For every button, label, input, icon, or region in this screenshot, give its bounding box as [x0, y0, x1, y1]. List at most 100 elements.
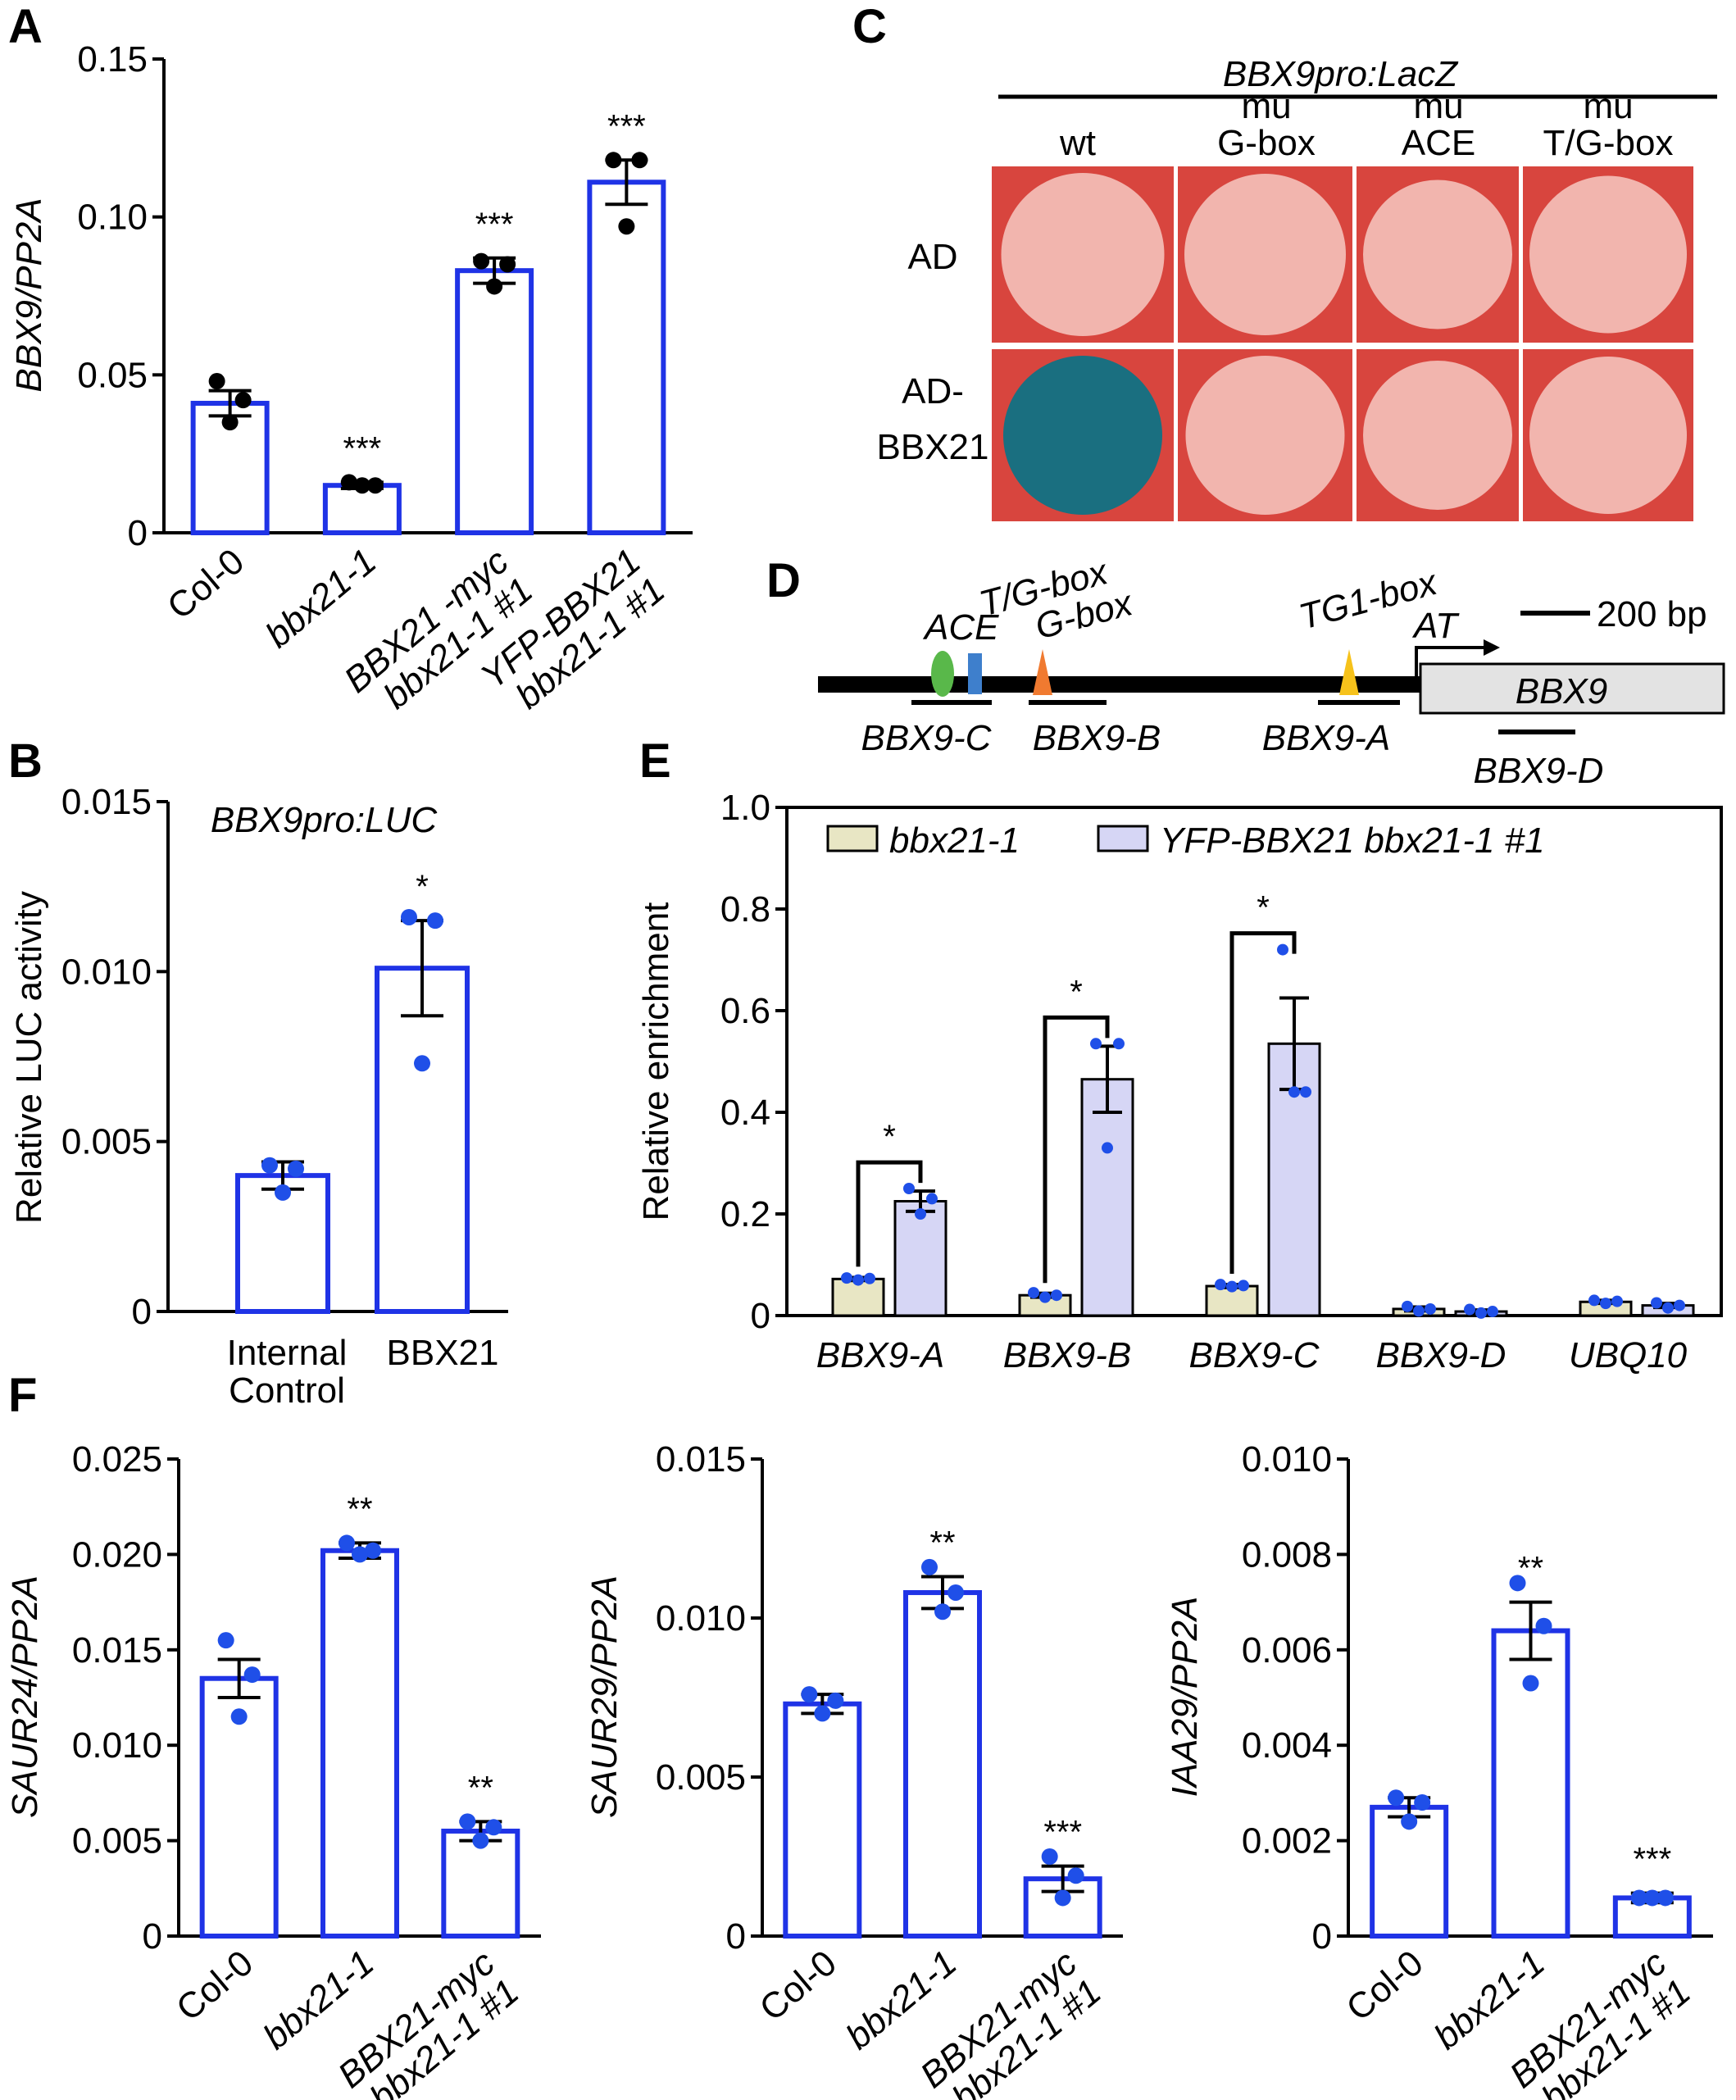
promoter-diagram: BBX9 AT 200 bp ACE T/G-box G-box TG1-box… [818, 552, 1725, 791]
y-tick-label: 0 [726, 1916, 746, 1957]
column-label: mu [1241, 86, 1291, 126]
data-point [486, 278, 503, 295]
x-tick-label: Internal [227, 1333, 348, 1373]
colony-spot [1529, 357, 1687, 514]
significance-label: ** [1518, 1551, 1543, 1587]
ace-label: ACE [922, 607, 999, 648]
data-point [1041, 1848, 1058, 1865]
data-point [1522, 1675, 1539, 1692]
y-tick-label: 0.015 [72, 1630, 162, 1670]
y-tick-label: 0.004 [1242, 1725, 1332, 1766]
data-point [852, 1274, 864, 1286]
data-point [459, 1813, 476, 1830]
x-tick-label: Col-0 [160, 541, 252, 627]
y-tick-label: 0.6 [720, 991, 770, 1031]
bar [199, 1675, 279, 1939]
data-point [1054, 1889, 1071, 1907]
data-point [915, 1208, 926, 1220]
data-point [234, 392, 252, 409]
data-point [921, 1558, 938, 1575]
colony-spot [1184, 174, 1346, 335]
y-tick-label: 0.015 [61, 782, 152, 822]
x-tick-line: Col-0 [160, 541, 252, 627]
y-axis-label: BBX9/PP2A [9, 198, 49, 392]
data-point [414, 1055, 430, 1072]
tg1-box-marker [1339, 649, 1359, 695]
bbx9-gene-box [1419, 662, 1725, 715]
x-tick-label: BBX9-C [1189, 1335, 1320, 1375]
data-point [339, 1534, 355, 1552]
data-point [208, 373, 225, 390]
y-tick-label: 0.010 [72, 1725, 162, 1766]
arrow-head-icon [1484, 639, 1500, 656]
significance-label: ** [347, 1491, 372, 1527]
panel-label-b: B [8, 734, 43, 788]
transcription-start-arrow [1415, 646, 1492, 676]
y-tick-label: 0 [751, 1296, 770, 1336]
y-tick-label: 0.4 [720, 1093, 770, 1133]
data-point [353, 477, 370, 494]
y-tick-label: 0.05 [77, 355, 148, 395]
data-point [1509, 1575, 1526, 1592]
significance-label: ** [468, 1770, 493, 1806]
legend-label: bbx21-1 [889, 820, 1020, 861]
data-point [261, 1157, 278, 1174]
y-axis-label: Relative enrichment [636, 902, 676, 1221]
ace-marker [931, 651, 954, 697]
data-point [1277, 943, 1288, 956]
x-tick-label: BBX9-A [816, 1335, 945, 1375]
column-label: wt [1059, 123, 1096, 163]
data-point [1600, 1298, 1611, 1310]
data-point [401, 908, 417, 925]
colony-spot [1001, 173, 1165, 336]
data-point [275, 1184, 291, 1201]
panel-label-e: E [639, 734, 671, 788]
data-point [473, 252, 490, 270]
data-point [1611, 1295, 1623, 1307]
x-tick-label: Col-0 [1339, 1943, 1431, 2029]
data-point [230, 1708, 248, 1725]
colony-spot [1185, 356, 1345, 515]
chart-f3: 0 0.002 0.004 0.006 0.008 0.010 IAA29/PP2A Col-… [1165, 1439, 1713, 2100]
data-point [1051, 1289, 1062, 1302]
column-label: mu [1413, 86, 1463, 126]
x-tick-label: UBQ10 [1569, 1335, 1688, 1375]
data-point [365, 1542, 381, 1559]
y-tick-label: 0.10 [77, 198, 148, 238]
significance-label: * [1070, 974, 1083, 1010]
x-tick-line: bbx21-1 [258, 541, 384, 656]
data-point [1028, 1287, 1039, 1299]
data-point [340, 474, 357, 491]
data-point [243, 1666, 261, 1684]
colony-spot [1003, 356, 1162, 515]
data-point [934, 1603, 951, 1620]
row-label: AD- [902, 371, 964, 411]
data-point [472, 1832, 489, 1849]
y-tick-label: 0.025 [72, 1439, 162, 1480]
lacz-construct-label: BBX9pro:LacZ [1223, 54, 1459, 94]
chart-f2: 00.0050.0100.015SAUR29/PP2ACol-0**bbx21-… [584, 1439, 1123, 2100]
data-point [1226, 1280, 1238, 1293]
tg-box-marker [968, 653, 982, 694]
bar [783, 1701, 862, 1939]
significance-label: *** [1633, 1842, 1671, 1878]
colony-spot [1363, 361, 1512, 510]
x-tick-line: Col-0 [1339, 1943, 1431, 2029]
data-point [1401, 1813, 1418, 1830]
column-label: mu [1583, 86, 1633, 126]
data-point [1102, 1142, 1113, 1154]
bar [320, 1548, 399, 1939]
panel-label-a: A [8, 0, 43, 53]
significance-bracket [1229, 931, 1297, 1275]
data-point [1656, 1889, 1674, 1907]
column-label: G-box [1217, 123, 1316, 163]
x-tick-label: BBX9-B [1003, 1335, 1132, 1375]
data-point [485, 1819, 502, 1836]
significance-label: *** [607, 108, 646, 144]
significance-bracket [1043, 1015, 1110, 1284]
bar [1612, 1895, 1692, 1939]
x-tick-label: Col-0 [169, 1943, 261, 2029]
data-point [352, 1546, 368, 1563]
colony-spot [1529, 175, 1687, 334]
